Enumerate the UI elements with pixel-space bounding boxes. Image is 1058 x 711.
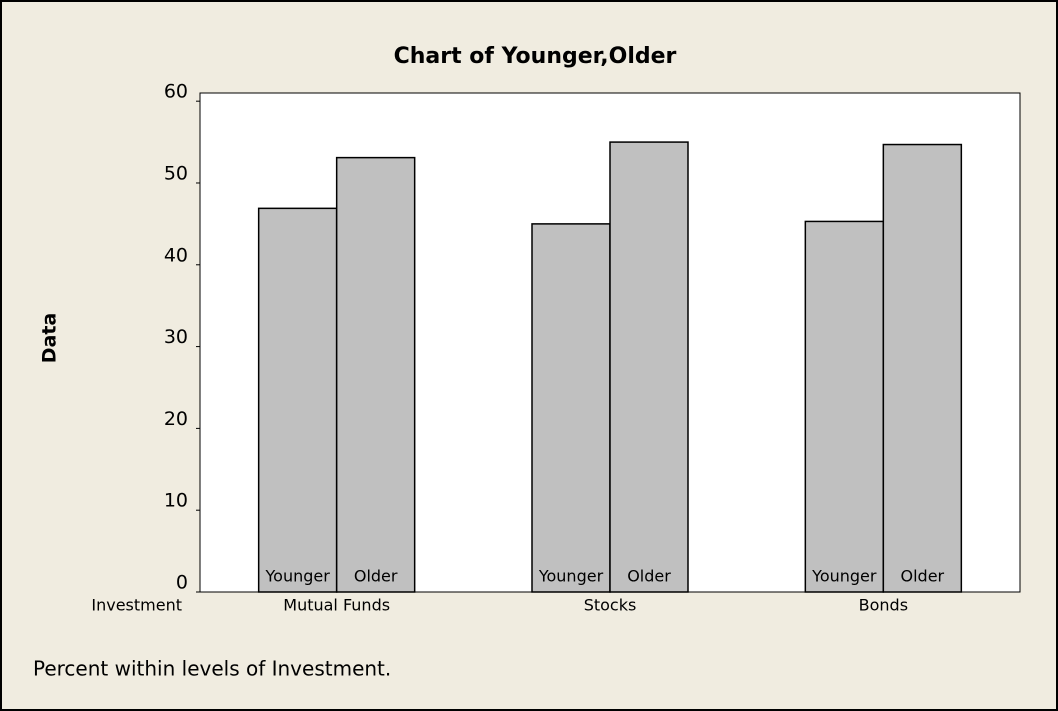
y-tick-label: 60: [164, 81, 188, 103]
bar: [335, 156, 416, 593]
y-axis-label: Data: [39, 313, 61, 364]
bar: [609, 141, 689, 593]
y-tick-label: 30: [164, 326, 188, 348]
chart-title: Chart of Younger,Older: [394, 44, 677, 69]
bar: [804, 220, 885, 593]
bar-group-label: Younger: [538, 567, 604, 586]
x-tick-label: Mutual Funds: [283, 596, 390, 615]
bar-group-label: Older: [627, 567, 671, 586]
y-tick-label: 20: [164, 408, 188, 430]
y-tick-label: 50: [164, 162, 188, 184]
bar: [882, 143, 963, 593]
bar-group-label: Older: [354, 567, 398, 586]
x-tick-label: Bonds: [859, 596, 908, 615]
y-tick-label: 10: [164, 490, 188, 512]
bar-group-label: Younger: [265, 567, 331, 586]
bar: [531, 223, 611, 593]
y-tick-label: 40: [164, 244, 188, 266]
x-tick-label: Stocks: [584, 596, 637, 615]
footnote: Percent within levels of Investment.: [33, 657, 391, 681]
bar: [257, 207, 338, 593]
bar-group-label: Older: [901, 567, 945, 586]
bar-group-label: Younger: [811, 567, 877, 586]
x-axis-label: Investment: [91, 596, 182, 615]
y-tick-label: 0: [176, 572, 188, 594]
